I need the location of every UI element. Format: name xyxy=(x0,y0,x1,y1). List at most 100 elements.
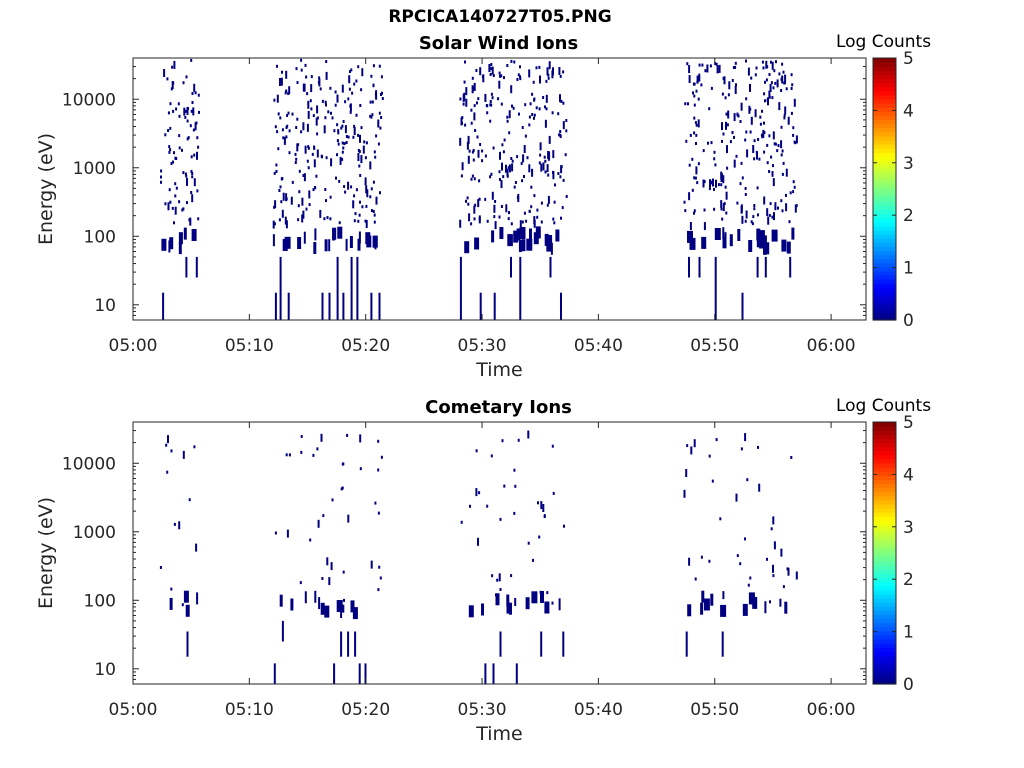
count-cell xyxy=(169,237,174,250)
count-cell xyxy=(275,169,278,173)
count-cell xyxy=(295,157,298,161)
count-cell xyxy=(355,188,358,192)
count-cell xyxy=(792,126,795,130)
count-cell xyxy=(714,228,721,240)
count-cell xyxy=(756,186,759,190)
count-cell xyxy=(369,114,372,118)
count-cell xyxy=(325,60,328,63)
colorbar-segment xyxy=(873,225,896,231)
count-cell xyxy=(500,180,503,189)
count-cell xyxy=(174,194,177,198)
colorbar-segment xyxy=(873,115,896,120)
count-cell xyxy=(286,124,289,128)
count-cell xyxy=(766,161,769,165)
count-cell xyxy=(510,85,513,94)
count-cell xyxy=(744,433,747,442)
count-cell xyxy=(525,597,530,610)
colorbar-segment xyxy=(873,168,896,174)
count-cell xyxy=(352,607,358,620)
count-cell xyxy=(698,63,701,67)
count-cell xyxy=(510,222,513,226)
count-cell xyxy=(559,133,562,137)
count-cell xyxy=(195,543,198,552)
count-cell xyxy=(498,80,501,89)
count-cell xyxy=(476,101,478,105)
count-cell xyxy=(687,230,693,243)
count-cell xyxy=(762,66,765,70)
count-cell xyxy=(750,220,753,224)
count-cell xyxy=(772,164,774,168)
count-cell xyxy=(186,201,188,205)
count-cell xyxy=(197,93,200,97)
count-cell xyxy=(778,102,781,111)
count-cell xyxy=(703,208,706,212)
count-cell xyxy=(532,558,534,562)
count-cell xyxy=(184,172,187,176)
count-cell xyxy=(513,185,516,189)
count-cell xyxy=(533,194,536,198)
count-cell xyxy=(178,521,181,530)
count-streak xyxy=(714,256,717,320)
count-cell xyxy=(191,229,197,241)
count-cell xyxy=(551,444,554,448)
count-cell xyxy=(477,97,480,101)
count-streak xyxy=(560,292,562,320)
count-cell xyxy=(551,111,554,115)
y-tick-label: 10 xyxy=(94,296,116,316)
count-cell xyxy=(547,173,550,177)
colorbar-segment xyxy=(873,103,896,108)
count-cell xyxy=(516,196,519,200)
y-tick-label: 100 xyxy=(84,227,116,247)
count-cell xyxy=(335,176,337,180)
count-cell xyxy=(507,234,511,247)
count-cell xyxy=(716,65,719,74)
count-cell xyxy=(167,111,170,115)
count-cell xyxy=(473,217,476,221)
count-cell xyxy=(309,99,312,103)
count-cell xyxy=(371,113,374,117)
count-cell xyxy=(695,133,698,137)
count-cell xyxy=(306,92,309,96)
count-cell xyxy=(178,242,182,255)
count-streak xyxy=(685,631,688,657)
count-cell xyxy=(366,189,369,198)
count-cell xyxy=(325,199,327,203)
colorbar-segment xyxy=(873,119,896,125)
count-cell xyxy=(302,83,305,92)
count-cell xyxy=(552,67,554,76)
count-cell xyxy=(795,571,798,580)
count-cell xyxy=(782,585,785,589)
count-cell xyxy=(336,139,339,143)
count-cell xyxy=(513,511,516,515)
count-cell xyxy=(777,144,780,148)
count-cell xyxy=(537,501,539,505)
colorbar-segment xyxy=(873,234,896,239)
count-cell xyxy=(166,77,169,81)
count-cell xyxy=(726,123,729,127)
count-cell xyxy=(465,98,468,107)
colorbar-tick-label: 3 xyxy=(903,154,914,174)
count-cell xyxy=(728,81,731,90)
colorbar-segment xyxy=(873,279,896,284)
colorbar-segment xyxy=(873,238,896,243)
count-cell xyxy=(343,598,345,602)
count-cell xyxy=(548,135,551,144)
count-cell xyxy=(364,177,367,186)
count-cell xyxy=(780,89,783,92)
count-cell xyxy=(525,219,528,223)
count-cell xyxy=(380,116,383,119)
count-cell xyxy=(343,142,346,146)
count-cell xyxy=(521,239,526,252)
colorbar-segment xyxy=(873,569,896,575)
count-cell xyxy=(366,235,372,248)
count-cell xyxy=(338,221,341,225)
count-cell xyxy=(311,152,314,156)
count-cell xyxy=(169,200,172,204)
colorbar-segment xyxy=(873,197,896,202)
count-cell xyxy=(540,201,543,205)
count-cell xyxy=(474,203,477,207)
count-cell xyxy=(722,591,725,600)
count-cell xyxy=(759,230,765,243)
count-cell xyxy=(689,133,692,137)
